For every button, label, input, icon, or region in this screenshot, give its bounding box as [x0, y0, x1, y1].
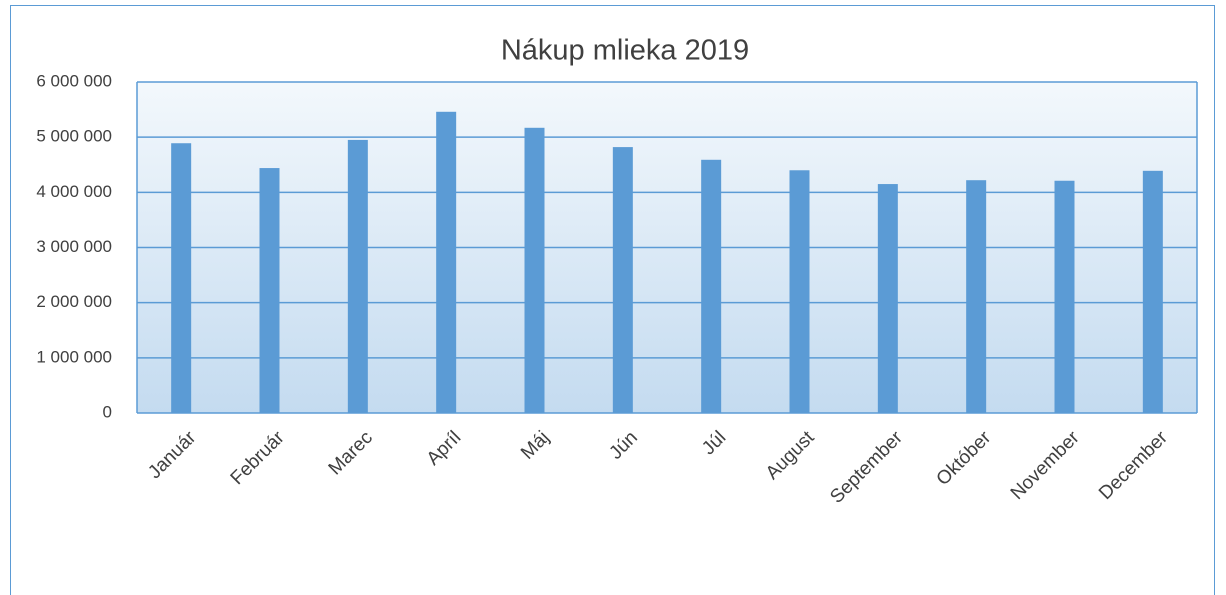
bar — [347, 139, 368, 414]
bar — [1054, 180, 1075, 413]
bar — [436, 111, 457, 413]
bar — [612, 147, 633, 413]
bar — [259, 168, 280, 413]
bar — [171, 143, 192, 414]
chart-title: Nákup mlieka 2019 — [501, 35, 749, 67]
y-tick-label: 4 000 000 — [36, 182, 112, 201]
bar — [877, 184, 898, 413]
y-tick-label: 0 — [103, 402, 112, 421]
bar — [524, 127, 545, 413]
bar — [966, 180, 987, 413]
y-tick-label: 5 000 000 — [36, 127, 112, 146]
y-tick-label: 6 000 000 — [36, 71, 112, 90]
y-tick-label: 3 000 000 — [36, 237, 112, 256]
bar — [1142, 170, 1163, 413]
y-tick-label: 2 000 000 — [36, 292, 112, 311]
bar — [789, 170, 810, 413]
y-tick-label: 1 000 000 — [36, 347, 112, 366]
bar — [701, 159, 722, 413]
